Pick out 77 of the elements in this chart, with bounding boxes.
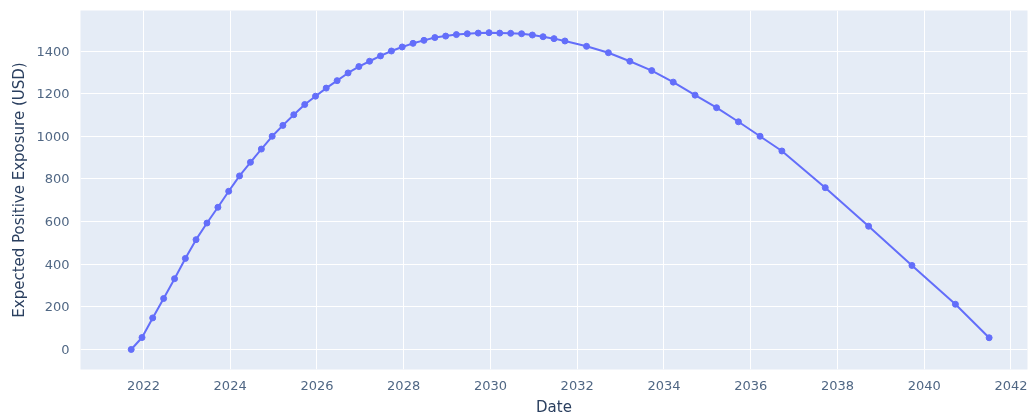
point	[539, 33, 547, 41]
point	[583, 42, 591, 50]
point	[431, 34, 439, 42]
point	[669, 78, 677, 86]
point	[648, 67, 656, 75]
point	[246, 158, 254, 166]
y-axis-title: Expected Positive Exposure (USD)	[10, 62, 29, 318]
point	[452, 31, 460, 39]
point	[778, 147, 786, 155]
point	[561, 37, 569, 45]
y-tick-label: 1400	[36, 43, 70, 59]
point	[138, 334, 146, 342]
y-tick-label: 0	[61, 341, 70, 357]
x-tick-label: 2042	[994, 377, 1028, 393]
point	[171, 275, 179, 283]
point	[236, 172, 244, 180]
point	[268, 132, 276, 140]
point	[409, 39, 417, 47]
point	[149, 314, 157, 322]
point	[734, 118, 742, 126]
point	[214, 203, 222, 211]
point	[908, 261, 916, 269]
x-tick-label: 2034	[647, 377, 681, 393]
point	[127, 345, 135, 353]
y-tick-label: 800	[44, 171, 70, 187]
y-tick-label: 200	[44, 299, 70, 315]
point	[485, 29, 493, 37]
point	[387, 47, 395, 55]
y-tick-label: 400	[44, 256, 70, 272]
x-tick-label: 2032	[560, 377, 594, 393]
point	[518, 30, 526, 38]
point	[366, 57, 374, 65]
point	[496, 29, 504, 37]
point	[398, 43, 406, 51]
point	[528, 31, 536, 39]
point	[225, 187, 233, 195]
point	[713, 104, 721, 112]
point	[192, 236, 200, 244]
x-tick-label: 2040	[907, 377, 941, 393]
point	[821, 184, 829, 192]
point	[344, 69, 352, 77]
x-tick-label: 2038	[820, 377, 855, 393]
point	[376, 52, 384, 60]
point	[301, 101, 309, 109]
point	[160, 295, 168, 302]
point	[756, 132, 764, 140]
point	[604, 49, 612, 57]
point	[279, 121, 287, 129]
x-tick-label: 2026	[300, 377, 334, 393]
point	[951, 300, 959, 308]
point	[333, 77, 341, 85]
y-tick-label: 1000	[36, 128, 70, 144]
point	[985, 334, 993, 342]
point	[181, 254, 189, 262]
x-axis-title: Date	[536, 397, 572, 416]
point	[420, 36, 428, 44]
x-tick-label: 2022	[126, 377, 160, 393]
y-tick-label: 600	[44, 214, 70, 230]
point	[203, 219, 211, 227]
x-tick-label: 2036	[734, 377, 768, 393]
point	[312, 92, 320, 100]
point	[355, 63, 363, 71]
point	[507, 29, 515, 37]
point	[474, 29, 482, 37]
point	[463, 30, 471, 38]
y-tick-label: 1200	[36, 86, 70, 102]
x-tick-label: 2028	[387, 377, 421, 393]
point	[442, 32, 450, 40]
point	[626, 57, 634, 65]
point	[865, 222, 873, 230]
point	[550, 35, 558, 43]
point	[290, 111, 298, 119]
point	[322, 84, 330, 92]
point	[257, 145, 265, 153]
x-tick-label: 2024	[213, 377, 247, 393]
x-tick-label: 2030	[473, 377, 508, 393]
point	[691, 91, 699, 99]
